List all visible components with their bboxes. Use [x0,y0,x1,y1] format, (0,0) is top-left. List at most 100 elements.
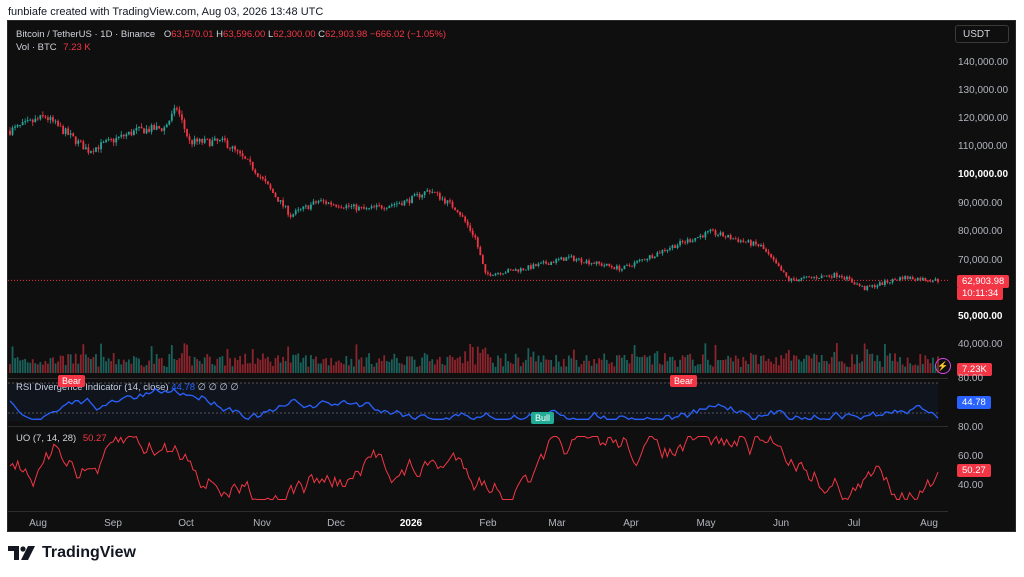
volume-bar [122,359,125,373]
volume-bar [304,355,307,373]
volume-bar [484,347,487,373]
candle-body [904,276,907,280]
candle-body [853,282,856,285]
volume-bar [16,357,19,373]
candle-body [77,140,80,144]
volume-bar [798,359,800,373]
volume-bar [363,366,365,373]
volume-bar [320,363,322,373]
chart-canvas[interactable] [8,21,948,511]
volume-bar [638,357,641,373]
time-axis-label: Sep [104,518,122,529]
candle-body [762,245,765,250]
candle-body [757,244,760,247]
candle-body [727,234,730,238]
volume-bar [474,364,477,373]
candle-body [183,119,186,129]
candle-body [535,264,537,266]
volume-bar [550,360,553,373]
candle-body [408,199,411,204]
volume-bar [446,356,449,373]
volume-bar [772,363,775,373]
volume-bar [653,353,656,373]
volume-bar [610,362,613,373]
currency-button[interactable]: USDT [955,25,1009,43]
ohlc-high-label: H [216,29,224,40]
candle-body [213,138,216,141]
candle-body [658,252,661,254]
rsi-na: ∅ ∅ ∅ ∅ [198,382,239,393]
volume-bar [289,362,292,373]
volume-bar [747,364,750,373]
candle-body [337,206,340,208]
volume-bar [347,365,350,373]
volume-bar [504,353,507,373]
candle-body [562,257,565,261]
volume-bar [234,357,236,373]
candle-body [52,117,54,122]
volume-bar [211,364,214,373]
volume-bar [590,365,593,373]
volume-bar [815,354,818,373]
candle-body [158,126,161,129]
candle-body [41,115,44,117]
price-axis-label: 100,000.00 [958,169,1009,180]
volume-bar [297,353,300,373]
candle-body [798,279,800,281]
volume-bar [403,365,406,373]
volume-bar [572,349,575,373]
volume-bar [183,343,186,373]
volume-bar [712,366,714,373]
time-axis-label: Aug [29,518,47,529]
volume-bar [188,355,191,373]
volume-bar [914,364,917,373]
candle-body [236,149,239,152]
volume-bar [464,351,467,373]
candle-body [636,260,638,263]
candle-body [120,134,123,137]
chart-frame[interactable]: Bitcoin / TetherUS · 1D · Binance O63,57… [7,20,1016,532]
candle-body [666,249,669,252]
candle-body [792,278,795,280]
volume-bar [732,361,735,373]
volume-bar [365,357,368,373]
volume-bar [84,354,87,373]
volume-bar [560,366,563,373]
volume-bar [749,353,752,373]
volume-bar [600,359,603,373]
volume-bar [658,363,661,373]
candle-body [780,266,783,271]
volume-bar [545,359,547,373]
candle-body [631,265,633,267]
candle-body [229,147,231,149]
candle-body [54,120,57,122]
volume-bar [163,365,166,373]
volume-bar [906,357,909,373]
volume-bar [416,366,419,373]
candle-body [507,269,510,273]
candle-body [87,147,90,153]
candle-body [767,251,770,254]
candle-body [74,136,77,144]
volume-bar [213,365,216,373]
volume-bar [398,362,401,373]
candle-body [689,239,692,242]
candle-body [843,277,846,280]
volume-bar [47,363,49,373]
volume-bar [585,355,588,373]
volume-bar [383,355,386,373]
volume-bar [765,361,767,373]
volume-bar [676,366,679,373]
candle-body [919,278,922,281]
candle-body [825,275,828,277]
candle-body [352,204,355,207]
candle-body [395,203,398,205]
volume-bar [722,360,724,373]
candle-body [717,235,719,236]
volume-bar [52,357,54,373]
candle-body [674,245,676,249]
volume-bar [575,359,578,373]
candle-body [449,200,451,202]
candle-body [661,250,664,254]
candle-body [191,140,193,145]
